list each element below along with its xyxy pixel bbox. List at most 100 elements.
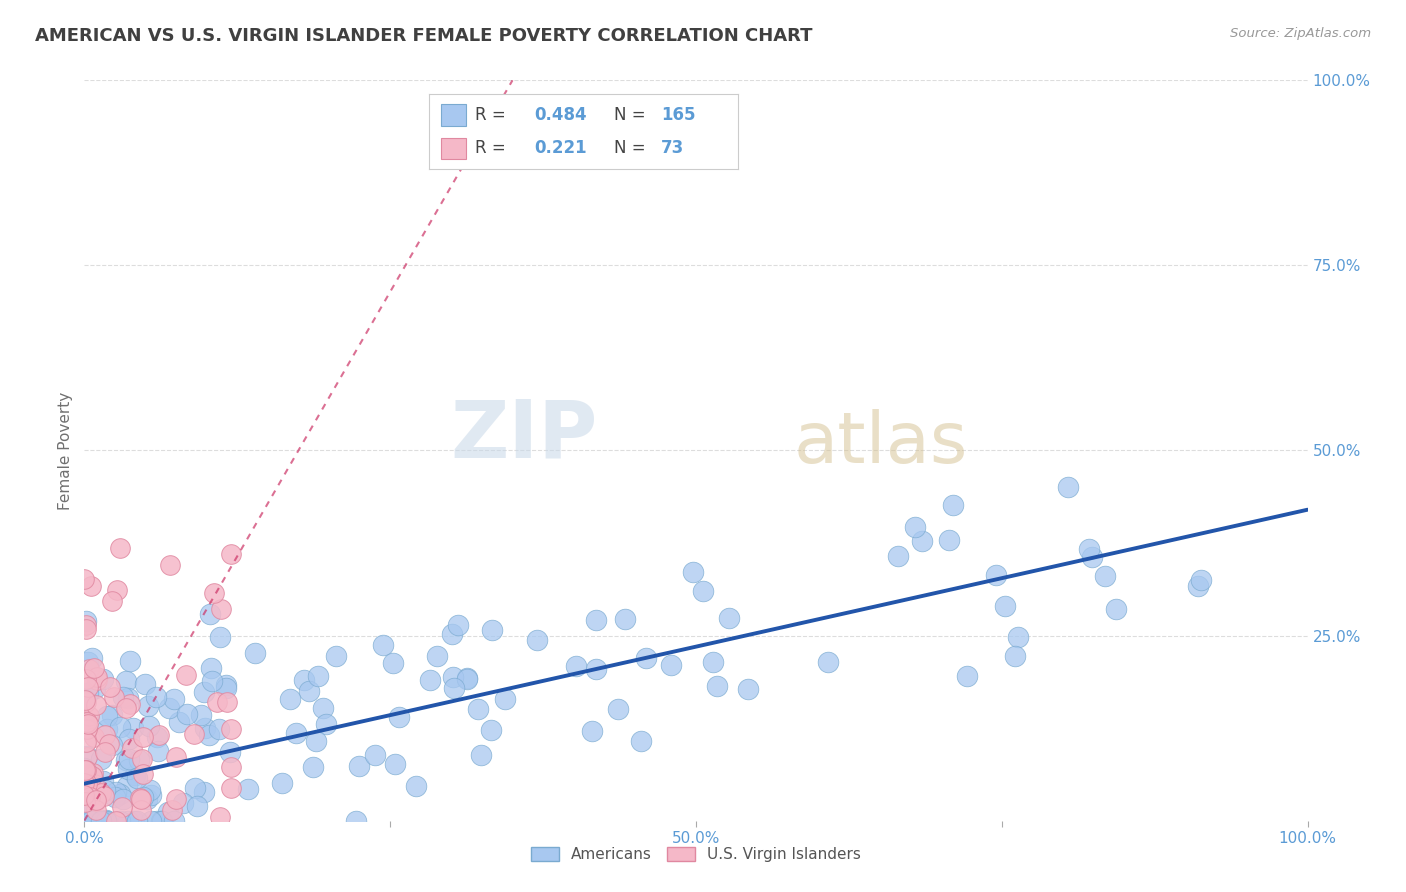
Point [938,533,960,548]
Point [83,777,105,791]
Point [103,690,125,704]
Point [134,677,156,691]
Point [75,762,97,776]
Text: 165: 165 [661,106,696,124]
Point [312,700,335,714]
Point [1081,549,1104,564]
Text: atlas: atlas [794,409,969,477]
Point [75,695,97,709]
Point [75,814,97,828]
Point [93,789,115,804]
Point [77,655,100,669]
Point [77,708,100,723]
Point [108,541,131,556]
Point [167,715,190,730]
Text: R =: R = [475,139,512,157]
Point [325,649,347,664]
Point [108,814,131,828]
Point [80,651,103,665]
Point [129,804,152,818]
Point [75,734,97,748]
Point [76,749,98,764]
Point [200,661,222,675]
Point [93,774,115,789]
Point [75,622,97,636]
Point [607,702,630,716]
Point [692,584,714,599]
Point [157,701,180,715]
Point [75,672,97,686]
Point [132,767,155,781]
Point [146,814,169,828]
Point [219,547,242,561]
Point [96,814,118,828]
Point [659,657,682,672]
Point [80,814,103,828]
Point [76,814,98,828]
Point [139,783,162,797]
Point [419,673,441,687]
Point [307,668,329,682]
Point [75,768,97,782]
Point [215,695,238,709]
Point [292,673,315,687]
Point [481,623,503,637]
Point [198,607,221,622]
Point [193,684,215,698]
Point [201,674,224,689]
Point [205,695,228,709]
Point [90,786,112,800]
Point [84,793,107,807]
Point [141,788,163,802]
Text: 0.221: 0.221 [534,139,586,157]
Point [86,814,108,828]
Point [73,795,96,809]
Point [111,792,134,806]
Point [73,693,96,707]
Point [79,797,101,811]
Point [426,649,449,664]
Point [565,659,588,673]
Point [73,776,96,790]
Point [1077,541,1099,556]
Point [193,784,215,798]
Point [104,814,127,828]
Point [79,662,101,676]
Point [112,690,135,704]
Point [219,780,242,795]
Point [82,772,104,786]
Y-axis label: Female Poverty: Female Poverty [58,392,73,509]
Point [150,814,173,828]
Text: ZIP: ZIP [451,397,598,475]
Point [298,683,321,698]
Point [96,813,118,827]
Point [122,814,145,828]
Point [89,814,111,828]
Point [1105,602,1128,616]
Point [80,579,103,593]
Point [96,709,118,723]
Point [86,670,108,684]
Point [630,734,652,748]
Point [198,728,221,742]
Point [706,679,728,693]
Point [135,792,157,806]
Point [162,814,184,828]
Point [93,782,115,797]
Point [97,737,120,751]
Point [75,763,97,777]
Point [82,814,104,828]
Point [90,814,112,828]
Point [131,752,153,766]
Point [682,565,704,579]
Point [84,804,107,818]
Point [73,814,96,828]
Point [208,810,231,824]
Point [364,747,387,762]
Point [118,752,141,766]
Point [219,723,242,737]
Point [613,611,636,625]
Point [441,670,464,684]
Point [305,733,328,747]
Point [344,814,367,828]
